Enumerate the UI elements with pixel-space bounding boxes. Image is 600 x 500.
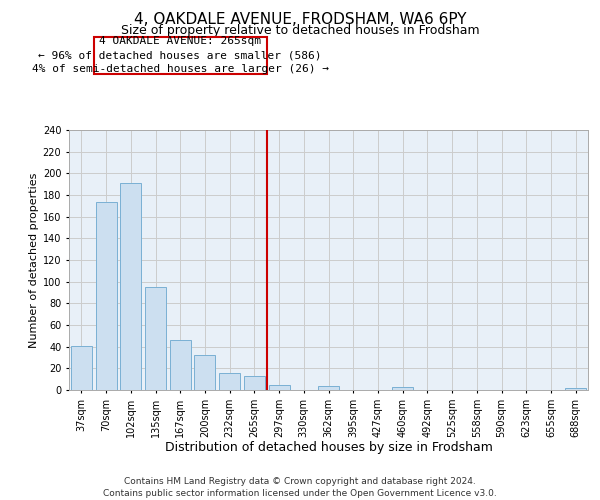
Bar bbox=[120, 183, 141, 390]
Bar bbox=[170, 340, 191, 390]
Bar bbox=[269, 384, 290, 390]
Bar bbox=[318, 386, 339, 390]
Bar bbox=[145, 287, 166, 390]
Text: Size of property relative to detached houses in Frodsham: Size of property relative to detached ho… bbox=[121, 24, 479, 37]
Bar bbox=[194, 356, 215, 390]
Bar bbox=[392, 387, 413, 390]
Bar bbox=[219, 372, 240, 390]
Y-axis label: Number of detached properties: Number of detached properties bbox=[29, 172, 38, 348]
Bar bbox=[244, 376, 265, 390]
Text: 4 OAKDALE AVENUE: 265sqm
← 96% of detached houses are smaller (586)
4% of semi-d: 4 OAKDALE AVENUE: 265sqm ← 96% of detach… bbox=[32, 36, 329, 74]
Bar bbox=[95, 202, 116, 390]
Bar bbox=[565, 388, 586, 390]
X-axis label: Distribution of detached houses by size in Frodsham: Distribution of detached houses by size … bbox=[164, 442, 493, 454]
Bar bbox=[71, 346, 92, 390]
Text: Contains HM Land Registry data © Crown copyright and database right 2024.
Contai: Contains HM Land Registry data © Crown c… bbox=[103, 476, 497, 498]
Text: 4, OAKDALE AVENUE, FRODSHAM, WA6 6PY: 4, OAKDALE AVENUE, FRODSHAM, WA6 6PY bbox=[134, 12, 466, 28]
